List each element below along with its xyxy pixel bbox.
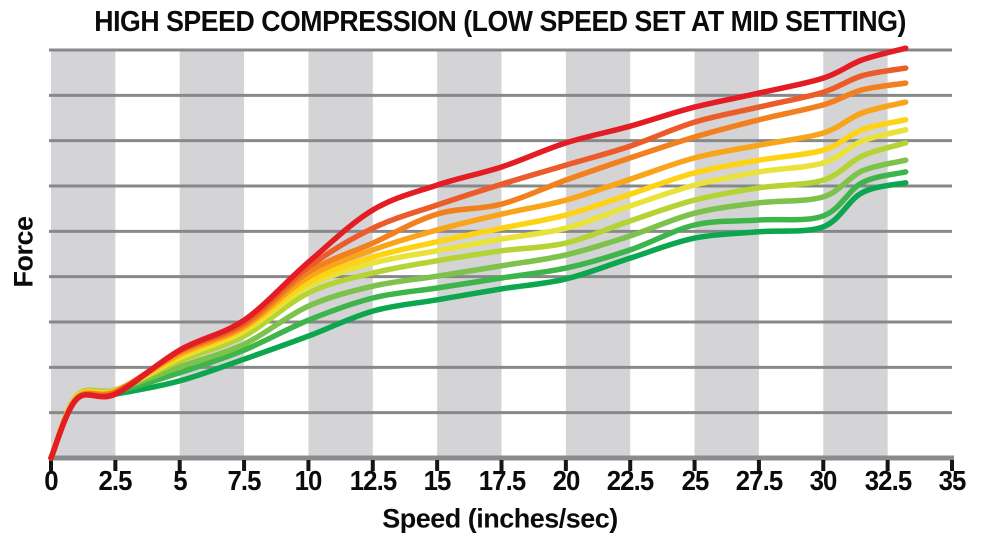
x-axis-tick [306, 460, 311, 471]
x-axis-tick [435, 460, 440, 471]
x-axis-tick [242, 460, 247, 471]
x-axis-tick [370, 460, 375, 471]
x-axis-tick [628, 460, 633, 471]
background-band [823, 50, 888, 458]
series-line-9 [48, 169, 909, 461]
x-axis-tick [821, 460, 826, 471]
chart-title-text: HIGH SPEED COMPRESSION (LOW SPEED SET AT… [94, 6, 906, 38]
series-line-1-stiffest [48, 45, 909, 461]
series-line-10-softest [48, 180, 909, 461]
chart-title: HIGH SPEED COMPRESSION (LOW SPEED SET AT… [0, 4, 1000, 40]
x-axis-tick [885, 460, 890, 471]
x-axis-tick [499, 460, 504, 471]
x-axis-tick [49, 460, 53, 471]
series-line-8 [48, 157, 909, 461]
x-axis-tick [563, 460, 568, 471]
x-axis-tick [177, 460, 182, 471]
x-axis-tick [756, 460, 761, 471]
x-axis-tick [113, 460, 118, 471]
x-axis-title: Speed (inches/sec) [382, 503, 618, 534]
x-axis-tick [950, 460, 954, 471]
background-band [179, 50, 245, 458]
x-axis-tick [692, 460, 697, 471]
